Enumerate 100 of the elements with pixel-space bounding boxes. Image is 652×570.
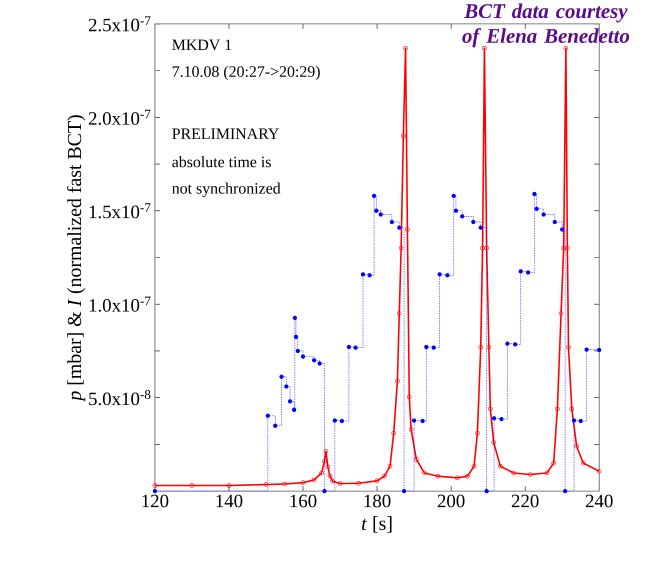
point	[478, 345, 484, 350]
point	[328, 474, 332, 479]
point	[488, 406, 493, 412]
point	[560, 227, 564, 232]
point	[475, 430, 480, 436]
point	[405, 227, 410, 232]
point	[282, 482, 287, 486]
x-tick-label: 160	[290, 494, 316, 508]
point	[491, 440, 496, 445]
point	[279, 374, 284, 379]
point	[574, 444, 579, 449]
y-tick-label: 2.5x10$^{-7}$	[88, 16, 151, 32]
point	[300, 480, 306, 486]
point	[292, 408, 296, 412]
point	[266, 414, 270, 418]
y-tick-label: 1.5x10$^{-7}$	[90, 203, 151, 218]
point	[532, 192, 537, 196]
point	[288, 399, 292, 404]
annotation: not synchronized	[172, 182, 280, 198]
point	[424, 344, 428, 350]
point	[572, 418, 576, 423]
point	[312, 478, 316, 482]
point	[332, 418, 337, 423]
point	[402, 489, 406, 494]
y-tick-label: 2.0x10$^{-7}$	[88, 110, 151, 125]
point	[330, 479, 335, 484]
point	[564, 46, 568, 51]
point	[542, 212, 546, 217]
point	[445, 273, 450, 278]
point	[511, 470, 516, 476]
point	[518, 269, 523, 274]
x-tick-label: 240	[586, 494, 613, 508]
point	[318, 361, 322, 366]
point	[454, 208, 458, 214]
point	[526, 270, 530, 275]
annotation: 7.10.08 (20:27->20:29)	[172, 66, 320, 80]
point	[264, 482, 268, 487]
point	[152, 489, 158, 494]
point	[374, 208, 378, 214]
point	[505, 342, 510, 346]
point	[534, 206, 539, 212]
point	[338, 481, 342, 486]
point	[584, 348, 589, 352]
point	[498, 464, 503, 469]
y-tick-label: 1.0x10$^{-7}$	[90, 296, 151, 312]
point	[326, 464, 330, 470]
x-axis-title: t [s]	[362, 516, 392, 533]
point	[322, 489, 327, 494]
point	[544, 470, 550, 476]
point	[292, 316, 297, 320]
point	[437, 272, 442, 277]
point	[435, 474, 440, 479]
point	[472, 464, 476, 469]
point	[408, 427, 414, 432]
point	[420, 418, 425, 424]
point	[581, 460, 586, 466]
point	[353, 346, 358, 350]
point	[356, 481, 361, 486]
point	[312, 358, 316, 363]
point	[390, 220, 394, 224]
point	[378, 212, 383, 217]
point	[360, 272, 366, 277]
point	[346, 344, 352, 350]
x-tick-label: 180	[364, 494, 390, 508]
point	[396, 311, 402, 316]
point	[322, 459, 327, 464]
point	[412, 418, 416, 423]
point	[597, 348, 602, 352]
point	[391, 430, 396, 436]
point	[528, 472, 533, 477]
point	[555, 406, 560, 412]
point	[374, 478, 380, 484]
point	[460, 214, 464, 219]
point	[478, 226, 483, 230]
point	[340, 418, 344, 424]
point	[551, 460, 556, 466]
point	[480, 246, 485, 251]
point	[395, 378, 400, 384]
point	[566, 345, 571, 350]
point	[300, 354, 306, 359]
point	[324, 449, 328, 454]
point	[561, 246, 566, 251]
point	[563, 489, 568, 494]
point	[513, 342, 518, 347]
annotation: PRELIMINARY	[172, 128, 279, 140]
x-tick-label: 220	[512, 494, 539, 508]
x-tick-label: 200	[438, 494, 465, 508]
point	[578, 418, 583, 424]
point	[401, 134, 406, 138]
point	[484, 489, 489, 494]
point	[372, 194, 376, 198]
point	[284, 384, 288, 389]
y-axis-title: p [mbar] & I (normalized fast BCT)	[67, 115, 86, 402]
point	[570, 406, 574, 412]
point	[471, 220, 476, 224]
point	[190, 483, 194, 488]
point	[414, 457, 419, 462]
point	[397, 226, 402, 230]
point	[484, 246, 489, 251]
annotation: absolute time is	[172, 156, 271, 168]
